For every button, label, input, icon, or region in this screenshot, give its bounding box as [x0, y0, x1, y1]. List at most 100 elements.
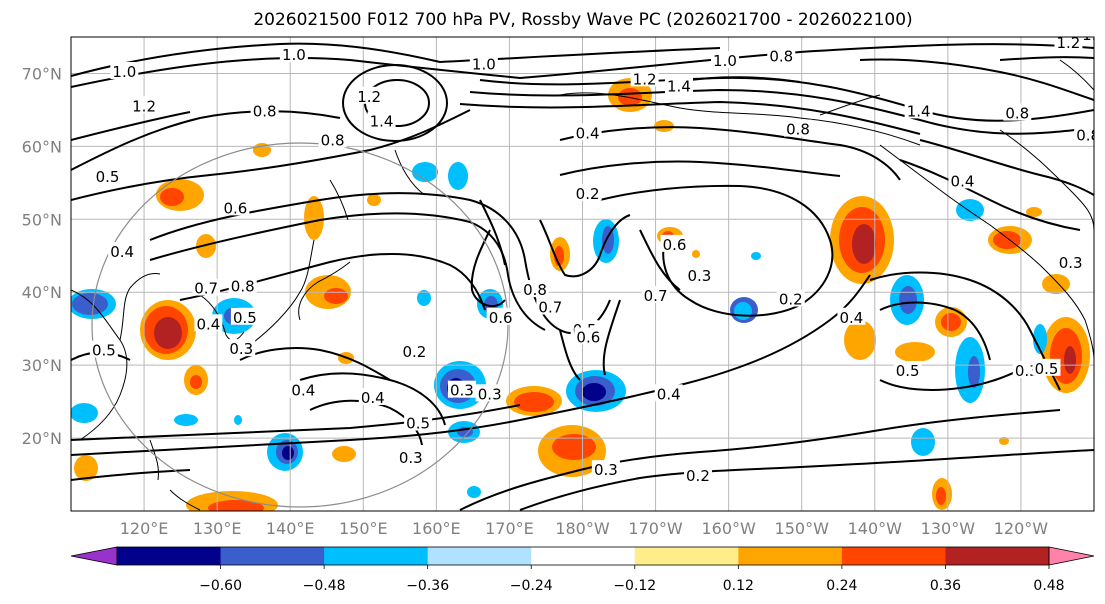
contour-label: 1.2 [1056, 34, 1080, 52]
colorbar-tick-label: 0.48 [1033, 578, 1064, 594]
contour-label-bg [194, 314, 223, 332]
contour-label: 1.0 [282, 46, 306, 64]
positive-anomaly-gulf-of-alaska [830, 196, 894, 284]
positive-anomaly-central-pacific [506, 386, 562, 416]
latitude-label: 70°N [22, 64, 62, 83]
contour-label: 0.6 [223, 199, 247, 217]
longitude-label: 140°E [266, 519, 315, 538]
contour-label: 0.4 [839, 309, 863, 327]
contour-label: 1.4 [1082, 26, 1105, 44]
longitude-label: 120°E [120, 519, 169, 538]
contour-label: 0.7 [538, 299, 562, 317]
contour-label: 0.4 [951, 172, 975, 190]
contour-label-bg [630, 69, 659, 87]
contour-label-bg [228, 276, 257, 294]
contour-label-bg [683, 465, 712, 483]
longitude-label: 170°W [628, 519, 683, 538]
contour-label: 0.4 [291, 382, 315, 400]
contour-label: 0.4 [196, 315, 220, 333]
contour-label: 0.8 [786, 121, 810, 139]
contour-label-bg [521, 280, 550, 298]
positive-anomaly-east-china [140, 300, 196, 360]
colorbar: −0.60 −0.48 −0.36 −0.24 −0.12 0.12 0.24 0.36 0.4… [70, 546, 1095, 594]
colorbar-tick-label: −0.48 [303, 578, 346, 594]
map-frame [70, 36, 1095, 512]
contour-label: 1.2 [132, 97, 156, 115]
contour-label: 0.8 [1076, 126, 1100, 144]
contour-label-bg [289, 380, 318, 398]
contour-label-bg [93, 167, 122, 185]
contour-label-bg [230, 307, 259, 325]
longitude-label: 160°W [701, 519, 756, 538]
contour-label: 0.4 [576, 124, 600, 142]
contour-label: 1.4 [667, 78, 691, 96]
contour-label: 0.3 [594, 461, 618, 479]
latitude-label: 30°N [22, 356, 62, 375]
contour-label: 0.7 [644, 287, 668, 305]
colorbar-segment [117, 547, 222, 565]
colorbar-tick-label: −0.60 [199, 578, 242, 594]
contour-label: 0.5 [92, 342, 116, 360]
contour-label: 0.8 [231, 277, 255, 295]
contour-label-bg [536, 297, 565, 315]
contour-label: 1.0 [713, 52, 737, 70]
longitude-label: 120°W [994, 519, 1049, 538]
contour-label: 1.4 [907, 102, 931, 120]
contour-label: 0.5 [896, 362, 920, 380]
contour-label: 0.3 [229, 340, 253, 358]
contour-label-bg [367, 111, 396, 129]
contour-label-bg [641, 285, 670, 303]
contour-label-bg [486, 307, 515, 325]
contour-label-bg [400, 342, 429, 360]
contour-label: 0.4 [361, 389, 385, 407]
contour-label-bg [250, 101, 279, 119]
positive-anomaly-mongolia [156, 179, 204, 211]
contour-label: 0.5 [406, 414, 430, 432]
colorbar-segment [220, 547, 325, 565]
distance-circle [91, 142, 509, 508]
contour-label: 0.7 [194, 280, 218, 298]
contour-label-bg [358, 387, 387, 405]
colorbar-segment [634, 547, 739, 565]
colorbar-tick-label: 0.24 [826, 578, 857, 594]
contour-label-bg [355, 86, 384, 104]
negative-anomaly-philippine-sea [267, 433, 303, 471]
contour-label: 0.8 [523, 281, 547, 299]
contour-label: 1.2 [357, 88, 381, 106]
longitude-label: 130°W [921, 519, 976, 538]
contour-label: 0.2 [686, 467, 710, 485]
contour-label-bg [1080, 37, 1094, 42]
contour-label: 0.8 [1005, 105, 1029, 123]
contour-label: 0.8 [769, 48, 793, 66]
pv-contours [71, 42, 1094, 511]
contour-label-bg [1054, 37, 1083, 50]
colorbar-frame [116, 546, 1050, 566]
contour-label-bg [591, 460, 620, 478]
contour-label: 0.6 [663, 236, 687, 254]
contour-label: 0.5 [96, 168, 120, 186]
contour-label: 0.8 [321, 132, 345, 150]
contour-label-bg [469, 54, 498, 72]
contour-label-bg [1003, 103, 1032, 121]
contour-label-bg [1056, 253, 1085, 271]
map-title: 2026021500 F012 700 hPa PV, Rossby Wave … [253, 10, 912, 30]
contour-label: 0.6 [576, 328, 600, 346]
contour-label: 0.3 [450, 382, 474, 400]
colorbar-extend-right [1048, 546, 1095, 566]
contour-label-bg [221, 198, 250, 216]
contour-label: 0.6 [489, 309, 513, 327]
contour-label-bg [767, 46, 796, 64]
colorbar-segment [427, 547, 532, 565]
contour-label-bg [447, 380, 476, 398]
colorbar-tick-label: −0.36 [406, 578, 449, 594]
longitude-label: 170°E [485, 519, 534, 538]
negative-anomaly-dateline [566, 370, 626, 412]
contour-label-bg [654, 384, 683, 402]
latitude-labels: 70°N 60°N 50°N 40°N 30°N 20°N [22, 64, 62, 448]
latitude-label: 20°N [22, 429, 62, 448]
contour-label-bg [110, 62, 139, 80]
contour-label-bg [1032, 358, 1061, 376]
contour-label-bg [89, 340, 118, 358]
contour-label: 0.3 [399, 449, 423, 467]
contour-label: 0.4 [657, 385, 681, 403]
